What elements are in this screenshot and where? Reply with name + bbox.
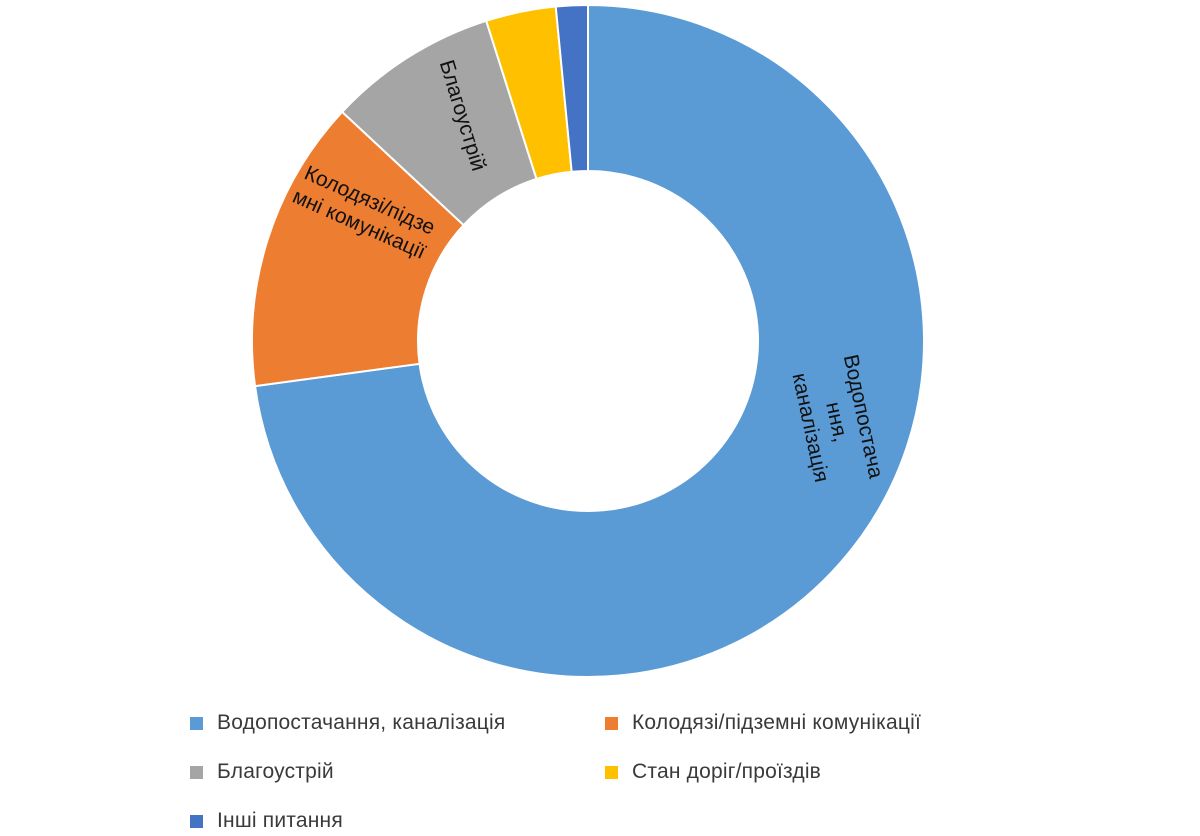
- legend-item-wells-utilities: Колодязі/підземні комунікації: [605, 708, 921, 738]
- legend-item-water-sewer: Водопостачання, каналізація: [190, 708, 505, 738]
- donut-chart: Водопостачання,каналізаціяКолодязі/підзе…: [251, 3, 925, 678]
- legend-label: Благоустрій: [217, 760, 334, 783]
- donut-slices: [251, 3, 925, 678]
- legend-swatch: [190, 814, 203, 828]
- legend-swatch: [190, 765, 203, 779]
- legend-swatch: [605, 765, 618, 779]
- legend-item-other: Інші питання: [190, 806, 343, 836]
- slice-wells-utilities: [251, 110, 466, 388]
- slice-other: [554, 3, 589, 173]
- legend-label: Стан доріг/проїздів: [632, 760, 822, 783]
- slice-water-sewer: [253, 3, 925, 678]
- legend-label: Водопостачання, каналізація: [217, 711, 506, 734]
- legend-swatch: [605, 716, 618, 730]
- chart-legend: [0, 696, 1200, 832]
- legend-label: Інші питання: [217, 809, 343, 832]
- legend-label: Колодязі/підземні комунікації: [632, 711, 922, 734]
- legend-swatch: [190, 716, 203, 730]
- legend-item-landscaping: Благоустрій: [190, 757, 334, 787]
- legend-item-roads: Стан доріг/проїздів: [605, 757, 821, 787]
